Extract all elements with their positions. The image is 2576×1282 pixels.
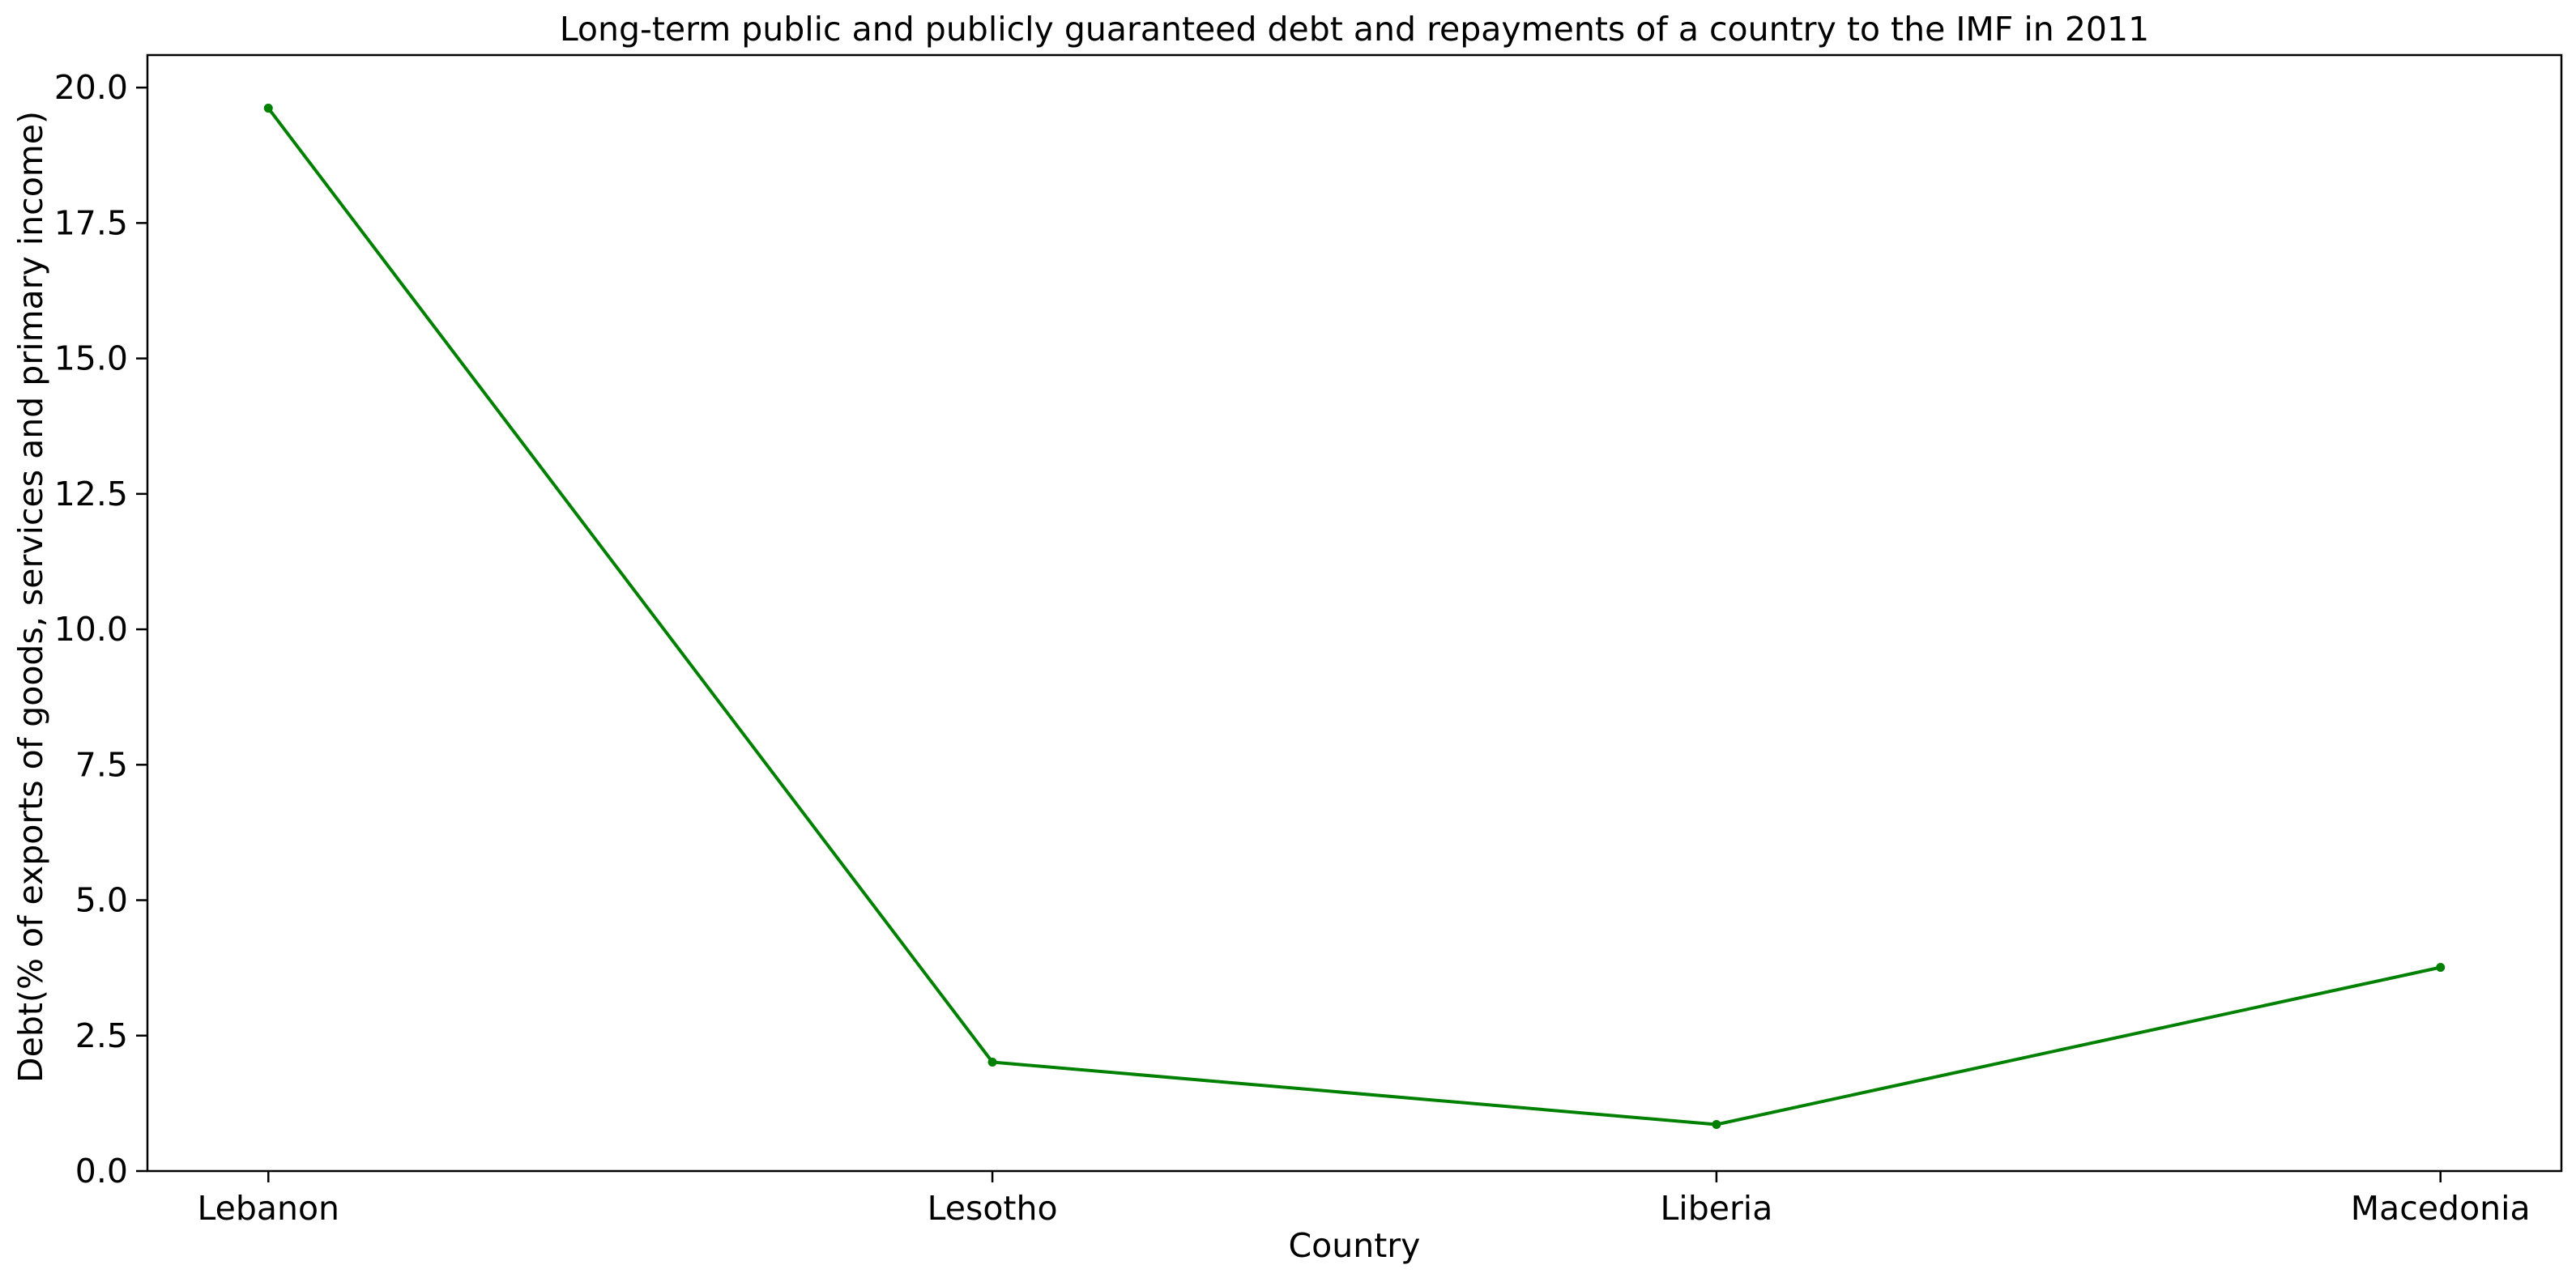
- x-tick-label: Lesotho: [928, 1189, 1058, 1228]
- x-tick-label: Macedonia: [2351, 1189, 2531, 1228]
- x-tick-label: Lebanon: [197, 1189, 339, 1228]
- y-axis: 0.0 2.5 5.0 7.5 10.0 12.5 15.0 17.5 20.0: [54, 68, 147, 1190]
- chart-title: Long-term public and publicly guaranteed…: [560, 10, 2149, 49]
- data-point: [987, 1058, 997, 1067]
- y-tick-label: 7.5: [75, 745, 128, 784]
- y-tick-label: 20.0: [54, 68, 128, 107]
- y-tick-label: 5.0: [75, 881, 128, 920]
- y-tick-label: 10.0: [54, 610, 128, 649]
- y-tick-label: 0.0: [75, 1152, 128, 1190]
- x-axis-label: Country: [1289, 1226, 1421, 1265]
- data-point: [2436, 962, 2446, 972]
- data-point: [1712, 1119, 1721, 1129]
- y-tick-label: 15.0: [54, 339, 128, 378]
- y-tick-label: 2.5: [75, 1016, 128, 1055]
- series-line: [267, 107, 2442, 1127]
- x-tick-label: Liberia: [1660, 1189, 1772, 1228]
- x-axis: Lebanon Lesotho Liberia Macedonia: [197, 1171, 2531, 1228]
- data-point: [263, 104, 273, 113]
- series: [263, 104, 2446, 1129]
- plot-area: [146, 53, 2563, 1173]
- y-tick-label: 17.5: [54, 203, 128, 242]
- y-axis-label: Debt(% of exports of goods, services and…: [11, 111, 50, 1083]
- y-tick-label: 12.5: [54, 475, 128, 513]
